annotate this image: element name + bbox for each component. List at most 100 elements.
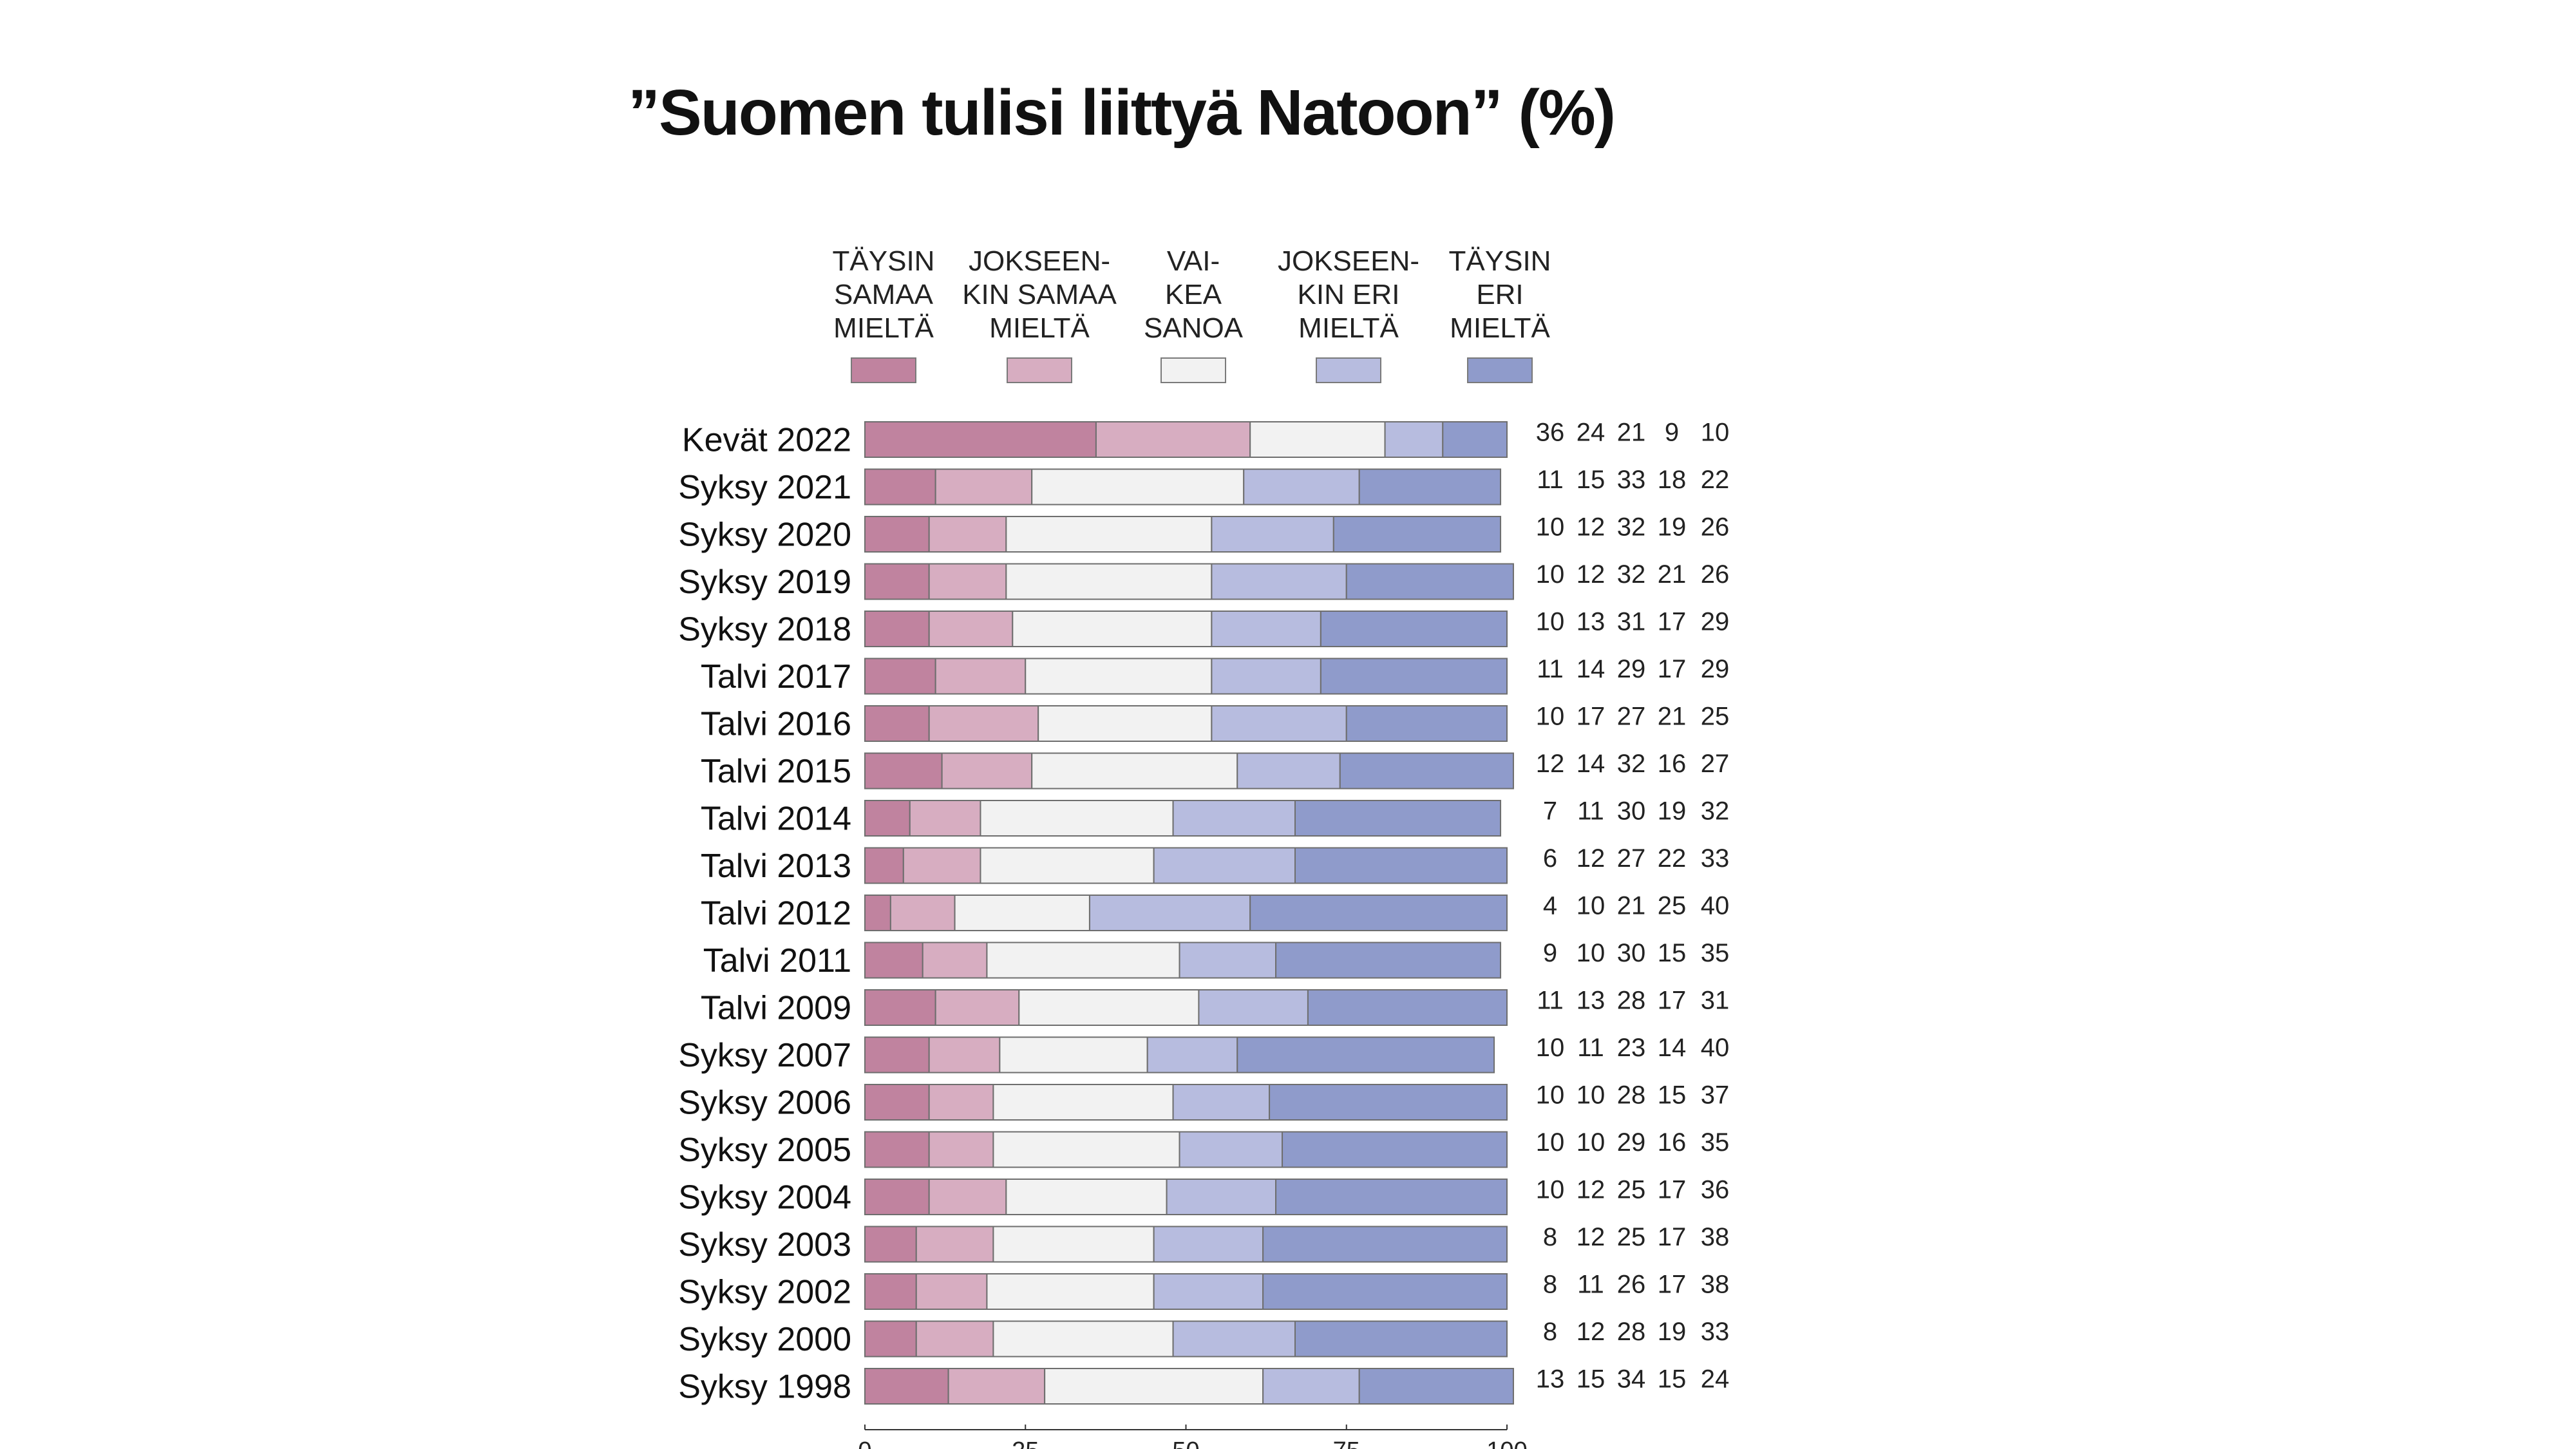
bar-segment-jokseen-kin-eri-mielta <box>1384 421 1444 458</box>
bar-segment-taysin-eri-mielta <box>1294 1320 1508 1358</box>
bar-segment-taysin-samaa-mielta <box>864 1131 930 1168</box>
bar-segment-vai-kea-sanoa <box>954 895 1090 931</box>
bar-segment-taysin-eri-mielta <box>1294 847 1508 884</box>
bar-segment-jokseen-kin-samaa-mielta <box>928 563 1007 600</box>
bar-segment-jokseen-kin-eri-mielta <box>1262 1368 1360 1405</box>
bar-segment-taysin-eri-mielta <box>1320 658 1508 695</box>
legend-swatch <box>1316 357 1381 383</box>
bar-row-talvi-2015: Talvi 2015 12 14 32 16 27 <box>701 750 1729 790</box>
bar-segment-jokseen-kin-eri-mielta <box>1211 516 1334 553</box>
bar-row-talvi-2009: Talvi 2009 11 13 28 17 31 <box>701 987 1729 1027</box>
legend-item-4: JOKSEEN-KIN ERI MIELTÄ <box>1278 245 1419 383</box>
bar-segment-taysin-eri-mielta <box>1275 942 1502 979</box>
legend-label-line: TÄYSIN <box>1449 245 1551 277</box>
legend-label-line: VAI- <box>1167 245 1220 277</box>
bar-segment-taysin-eri-mielta <box>1358 468 1502 506</box>
legend-label-line: MIELTÄ <box>989 312 1090 344</box>
value-label: 14 <box>1577 655 1605 683</box>
bar-segment-jokseen-kin-eri-mielta <box>1211 563 1347 600</box>
bar-segment-taysin-samaa-mielta <box>864 705 930 742</box>
x-tick-label: 0 <box>858 1437 871 1449</box>
value-label: 40 <box>1701 1034 1730 1062</box>
bar-segment-jokseen-kin-samaa-mielta <box>915 1320 994 1358</box>
value-label: 31 <box>1617 608 1646 636</box>
legend-label-line: JOKSEEN- <box>969 245 1110 277</box>
value-label: 27 <box>1617 703 1646 731</box>
bar-segment-jokseen-kin-samaa-mielta <box>915 1226 994 1263</box>
bar-segment-jokseen-kin-eri-mielta <box>1172 1084 1271 1121</box>
legend-swatch <box>1160 357 1226 383</box>
value-label: 32 <box>1701 797 1730 826</box>
value-label: 31 <box>1701 987 1730 1015</box>
bar-segment-jokseen-kin-eri-mielta <box>1153 1273 1264 1310</box>
bar-row-talvi-2017: Talvi 2017 11 14 29 17 29 <box>701 655 1729 696</box>
value-label: 21 <box>1617 419 1646 447</box>
category-label: Syksy 2006 <box>678 1084 851 1122</box>
bar-row-syksy-2020: Syksy 2020 10 12 32 19 26 <box>678 513 1729 554</box>
value-label: 10 <box>1536 560 1565 589</box>
value-label: 14 <box>1577 750 1605 778</box>
bar-segment-vai-kea-sanoa <box>992 1226 1155 1263</box>
category-label: Talvi 2016 <box>701 706 851 743</box>
legend-label-line: KIN SAMAA <box>962 279 1117 310</box>
bar-segment-taysin-samaa-mielta <box>864 468 936 506</box>
legend-label: TÄYSIN ERI MIELTÄ <box>1449 245 1551 344</box>
value-label: 7 <box>1543 797 1557 826</box>
category-label: Syksy 2000 <box>678 1321 851 1358</box>
bar-segment-jokseen-kin-eri-mielta <box>1236 752 1341 790</box>
value-label: 10 <box>1536 1081 1565 1110</box>
bar-segment-taysin-samaa-mielta <box>864 895 891 931</box>
value-label: 9 <box>1665 419 1679 447</box>
value-label: 16 <box>1658 750 1687 778</box>
bar-segment-jokseen-kin-samaa-mielta <box>928 516 1007 553</box>
bar-segment-taysin-samaa-mielta <box>864 516 930 553</box>
value-label: 12 <box>1577 1176 1605 1204</box>
value-label: 11 <box>1537 987 1564 1015</box>
legend-label-line: KEA <box>1165 279 1222 310</box>
bar-segment-jokseen-kin-eri-mielta <box>1243 468 1360 506</box>
legend-label-line: TÄYSIN <box>833 245 935 277</box>
value-label: 24 <box>1577 419 1605 447</box>
bar-segment-jokseen-kin-samaa-mielta <box>928 1084 994 1121</box>
value-label: 21 <box>1617 892 1646 920</box>
category-label: Syksy 2004 <box>678 1179 851 1217</box>
bar-segment-jokseen-kin-eri-mielta <box>1166 1179 1277 1215</box>
category-label: Talvi 2014 <box>701 800 851 838</box>
bar-segment-vai-kea-sanoa <box>1005 516 1213 553</box>
bar-segment-vai-kea-sanoa <box>992 1131 1180 1168</box>
bar-segment-taysin-eri-mielta <box>1320 611 1508 647</box>
bar-row-talvi-2012: Talvi 2012 4 10 21 25 40 <box>701 892 1729 933</box>
legend-label: TÄYSIN SAMAA MIELTÄ <box>833 245 935 344</box>
legend-label-line: MIELTÄ <box>1298 312 1399 344</box>
bar-segment-taysin-samaa-mielta <box>864 752 943 790</box>
category-label: Talvi 2009 <box>701 990 851 1027</box>
value-label: 29 <box>1701 655 1730 683</box>
bar-segment-taysin-samaa-mielta <box>864 658 936 695</box>
value-label: 10 <box>1577 1128 1605 1157</box>
value-label: 29 <box>1617 655 1646 683</box>
value-label: 26 <box>1617 1271 1646 1299</box>
value-label: 37 <box>1701 1081 1730 1110</box>
value-label: 10 <box>1577 939 1605 967</box>
value-label: 16 <box>1658 1128 1687 1157</box>
bar-row-syksy-2018: Syksy 2018 10 13 31 17 29 <box>678 608 1729 649</box>
bar-row-syksy-1998: Syksy 1998 13 15 34 15 24 <box>678 1365 1729 1406</box>
bar-segment-jokseen-kin-samaa-mielta <box>909 800 981 837</box>
legend-item-2: JOKSEEN-KIN SAMAA MIELTÄ <box>962 245 1117 383</box>
value-label: 19 <box>1658 513 1687 542</box>
bar-row-talvi-2016: Talvi 2016 10 17 27 21 25 <box>701 703 1729 743</box>
legend-item-3: VAI-KEA SANOA <box>1144 245 1244 383</box>
value-label: 28 <box>1617 1318 1646 1346</box>
value-label: 8 <box>1543 1223 1557 1251</box>
value-label: 28 <box>1617 1081 1646 1110</box>
value-label: 15 <box>1577 466 1605 494</box>
legend-label: JOKSEEN-KIN SAMAA MIELTÄ <box>962 245 1117 344</box>
x-axis: 0 25 50 75 100 <box>858 1425 1528 1449</box>
bar-segment-taysin-eri-mielta <box>1269 1084 1508 1121</box>
legend-label-line: KIN ERI <box>1298 279 1400 310</box>
value-label: 18 <box>1658 466 1687 494</box>
bar-segment-vai-kea-sanoa <box>999 1036 1148 1074</box>
bar-segment-jokseen-kin-samaa-mielta <box>928 611 1014 647</box>
value-label: 15 <box>1577 1365 1605 1394</box>
